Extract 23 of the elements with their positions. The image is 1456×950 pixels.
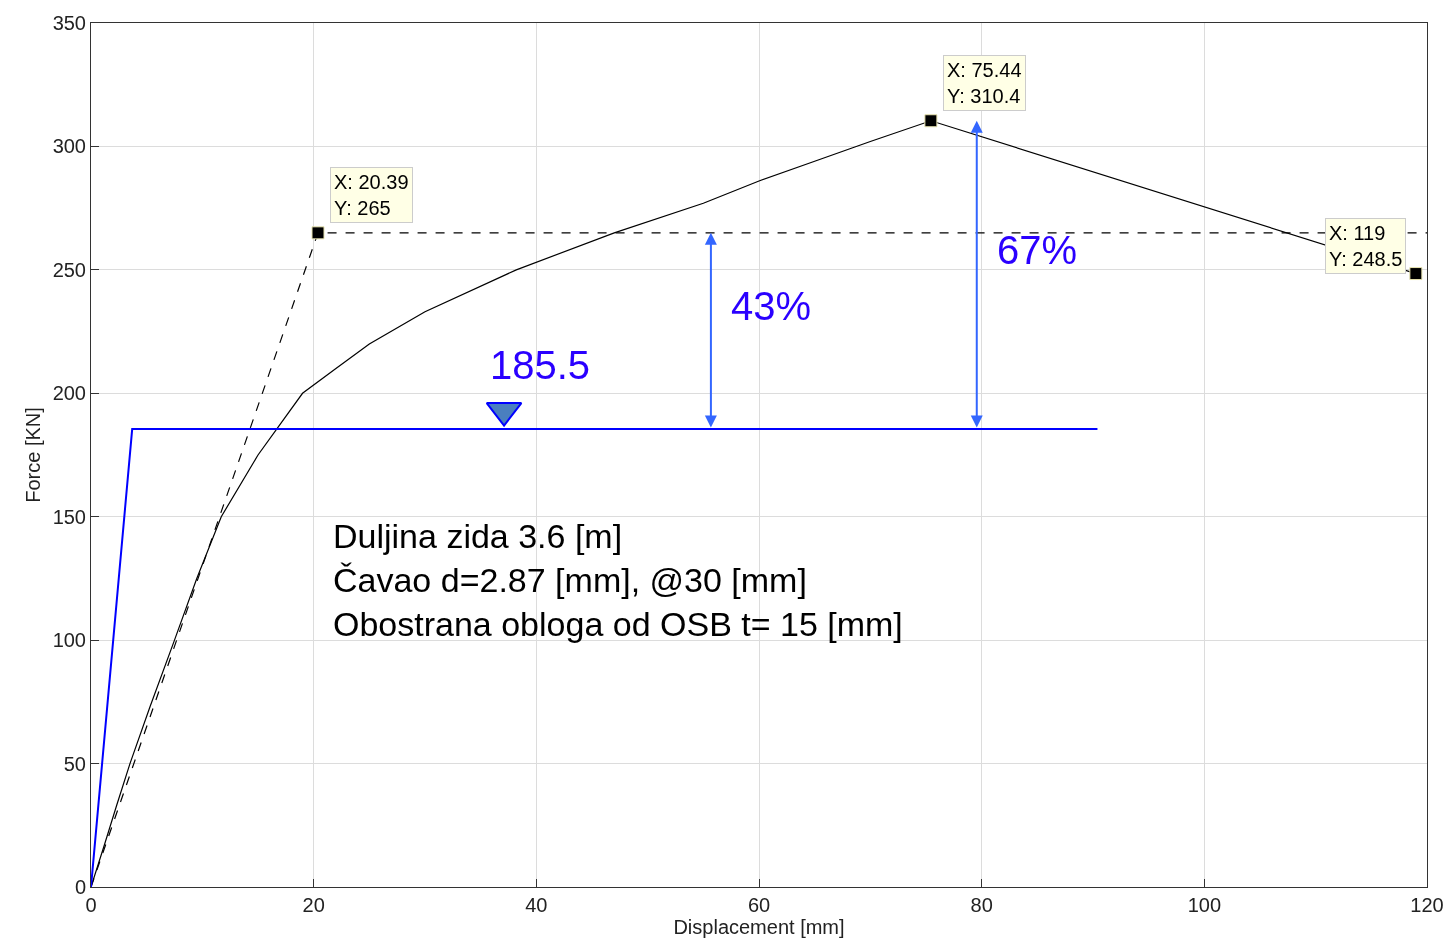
- annotation: X: 119 Y: 248.5: [1329, 222, 1403, 270]
- y-tick-label: 0: [74, 876, 86, 898]
- y-axis-title: Force [KN]: [22, 407, 45, 503]
- y-tick-label: 350: [52, 12, 86, 34]
- y-tick-label: 50: [63, 752, 86, 775]
- y-tick-label: 200: [52, 382, 86, 405]
- annotation: 185.5: [490, 343, 591, 387]
- y-tick-label: 250: [52, 258, 86, 281]
- annotation: Duljina zida 3.6 [m] Čavao d=2.87 [mm], @30 [mm] Obostrana obloga od OSB t= 15 [mm]: [333, 517, 903, 644]
- y-tick-label: 300: [52, 135, 86, 158]
- annotation: 67%: [997, 228, 1078, 272]
- y-tick-label: 150: [52, 505, 86, 528]
- x-tick-label: 100: [1187, 894, 1222, 916]
- x-tick-label: 20: [302, 894, 325, 916]
- annotation: X: 20.39 Y: 265: [334, 171, 409, 219]
- x-tick-label: 60: [747, 894, 771, 916]
- annotation: X: 75.44 Y: 310.4: [947, 59, 1022, 107]
- x-tick-label: 40: [525, 894, 548, 916]
- y-tick-label: 100: [52, 629, 86, 652]
- x-axis-title: Displacement [mm]: [673, 916, 845, 938]
- x-tick-label: 80: [970, 894, 993, 916]
- x-tick-label: 120: [1410, 894, 1444, 916]
- annotation: 43%: [731, 284, 812, 328]
